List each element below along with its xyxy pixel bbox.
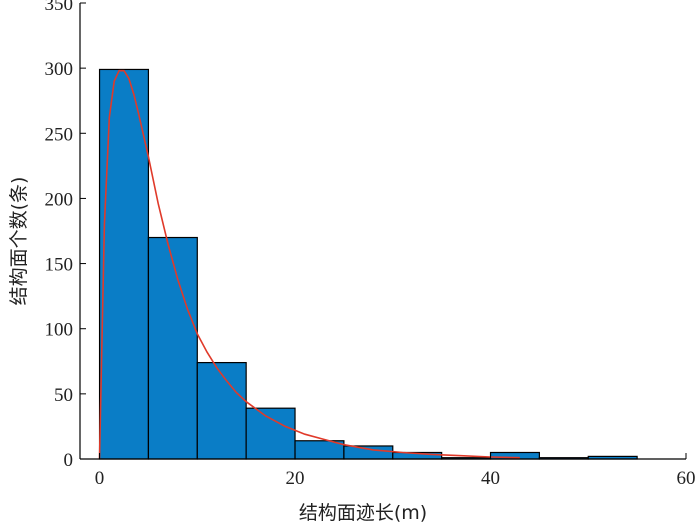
x-tick-label: 20 [286, 468, 305, 489]
x-tick-label: 0 [95, 468, 105, 489]
x-tick-label: 60 [677, 468, 696, 489]
y-tick-label: 50 [54, 385, 73, 406]
y-tick-label: 150 [45, 255, 74, 276]
y-axis-label: 结构面个数(条) [8, 177, 30, 306]
fit-curve-group [98, 69, 520, 460]
histogram-bar-2 [196, 361, 247, 460]
axes-group [79, 3, 686, 460]
bars-group [98, 68, 638, 460]
y-tick-label: 350 [45, 0, 74, 15]
y-tick-label: 0 [64, 450, 74, 471]
x-tick-label: 40 [481, 468, 500, 489]
y-tick-label: 200 [45, 189, 74, 210]
fit-curve-line [98, 69, 520, 460]
histogram-bar-5 [343, 445, 394, 460]
histogram-bar-1 [147, 236, 198, 460]
y-tick-label: 250 [45, 124, 74, 145]
y-ticks-group: 0 50 100 150 200 250 300 350 [45, 0, 86, 471]
histogram-bar-0 [98, 68, 150, 460]
y-tick-label: 300 [45, 59, 74, 80]
histogram-bar-3 [245, 407, 296, 460]
x-axis-label: 结构面迹长(m) [299, 502, 427, 524]
y-tick-label: 100 [45, 320, 74, 341]
x-ticks-group: 0 20 40 60 [95, 453, 696, 489]
